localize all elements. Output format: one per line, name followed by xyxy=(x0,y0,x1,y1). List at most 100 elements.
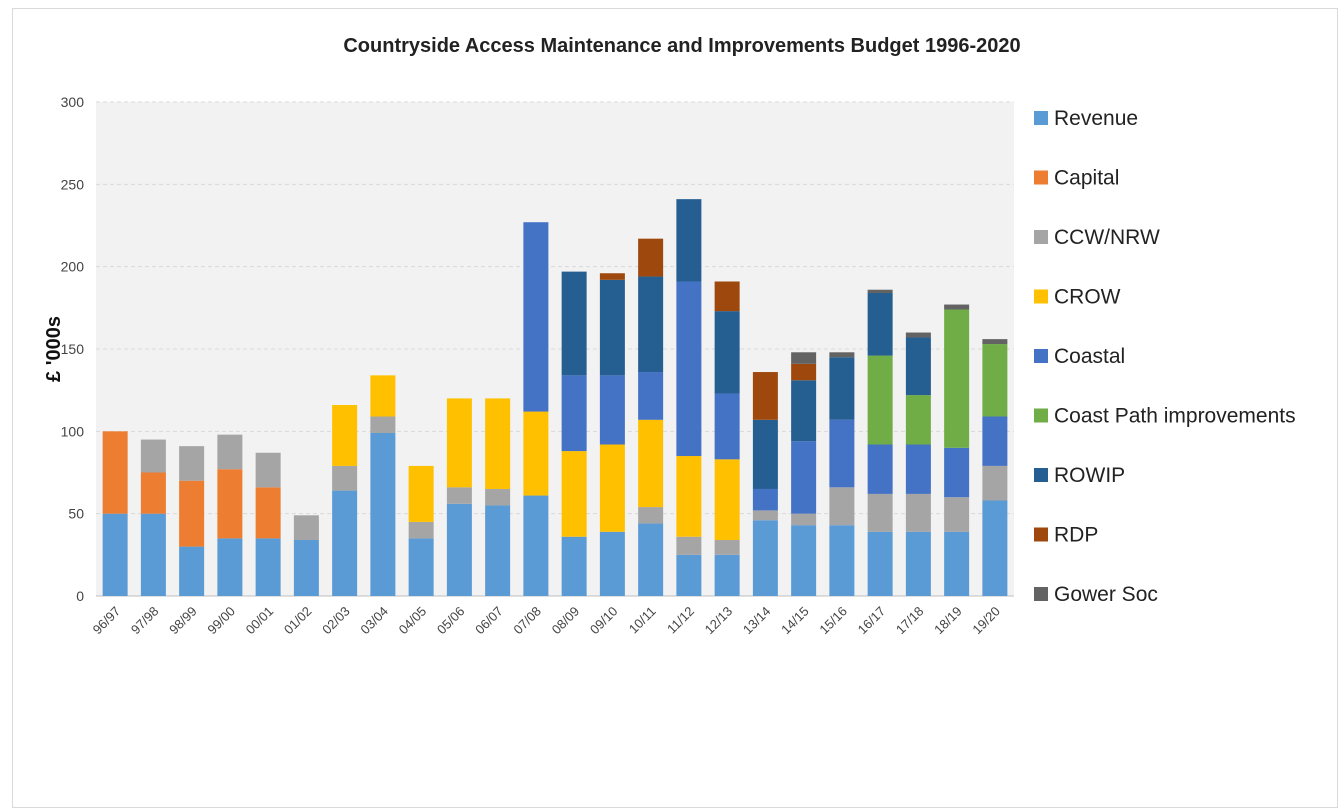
bar-segment-coastal xyxy=(905,444,931,494)
bar-segment-crow xyxy=(408,465,434,522)
x-tick-label: 98/99 xyxy=(166,604,200,638)
bar-segment-revenue xyxy=(905,531,931,596)
gridlines xyxy=(96,101,1014,597)
bar-segment-revenue xyxy=(485,505,511,596)
bar-segment-ccw-nrw xyxy=(752,510,778,521)
x-axis: 96/97 97/98 98/99 99/00 00/01 01/02 02/03 03/04… xyxy=(90,604,1003,638)
bar-segment-revenue xyxy=(293,540,319,596)
bar-segment-crow xyxy=(714,459,740,541)
bar-segment-ccw-nrw xyxy=(255,452,281,488)
bar-segment-revenue xyxy=(944,531,970,596)
y-axis-label: £ '000s xyxy=(43,316,65,382)
bar-segment-ccw-nrw xyxy=(676,536,702,555)
bar-segment-revenue xyxy=(561,536,587,596)
bar-segment-gower-soc xyxy=(944,304,970,310)
bar-segment-revenue xyxy=(332,490,358,596)
bar-segment-rowip xyxy=(791,380,817,442)
bar-segment-rdp xyxy=(714,281,740,312)
y-tick-label: 250 xyxy=(61,176,85,192)
y-tick-label: 100 xyxy=(61,423,85,439)
bar-segment-coastal xyxy=(829,419,855,488)
x-tick-label: 08/09 xyxy=(549,604,583,638)
bar-segment-revenue xyxy=(714,554,740,596)
bar-segment-gower-soc xyxy=(867,289,893,294)
x-tick-label: 07/08 xyxy=(510,604,544,638)
bar-segment-ccw-nrw xyxy=(485,488,511,506)
bar-segment-capital xyxy=(179,480,205,547)
bar-segment-ccw-nrw xyxy=(332,465,358,491)
bar-segment-coast-path-improvements xyxy=(982,344,1008,417)
bar-segment-coastal xyxy=(599,375,625,445)
legend-label-gower-soc: Gower Soc xyxy=(1054,583,1158,606)
chart-title: Countryside Access Maintenance and Impro… xyxy=(343,35,1020,57)
bar-segment-ccw-nrw xyxy=(791,513,817,526)
bar-segment-revenue xyxy=(446,503,472,596)
x-tick-label: 14/15 xyxy=(778,604,812,638)
bar-segment-crow xyxy=(523,411,549,496)
x-tick-label: 19/20 xyxy=(969,604,1003,638)
y-axis: 0 50 100 150 200 250 300 xyxy=(61,94,85,604)
y-tick-label: 200 xyxy=(61,259,85,275)
legend-label-capital: Capital xyxy=(1054,167,1119,190)
bar-segment-capital xyxy=(140,472,166,514)
bar-segment-coastal xyxy=(867,444,893,494)
bar-segment-ccw-nrw xyxy=(446,487,472,504)
x-tick-label: 01/02 xyxy=(281,604,315,638)
bar-segment-revenue xyxy=(370,432,396,596)
bar-segment-revenue xyxy=(791,525,817,596)
bar-segment-crow xyxy=(599,444,625,532)
legend-swatch-revenue xyxy=(1034,111,1048,125)
legend-label-coastal: Coastal xyxy=(1054,345,1125,368)
bar-segment-rowip xyxy=(638,276,664,373)
bar-segment-ccw-nrw xyxy=(944,497,970,532)
bar-segment-rowip xyxy=(752,419,778,489)
bar-segment-coastal xyxy=(561,375,587,452)
bar-segment-gower-soc xyxy=(905,332,931,338)
bar-segment-rdp xyxy=(752,372,778,420)
bar-segment-rowip xyxy=(905,337,931,396)
legend-swatch-rowip xyxy=(1034,468,1048,482)
bar-segment-ccw-nrw xyxy=(905,493,931,532)
bar-segment-rowip xyxy=(676,199,702,282)
x-tick-label: 12/13 xyxy=(702,604,736,638)
y-tick-label: 0 xyxy=(76,588,84,604)
legend-swatch-capital xyxy=(1034,170,1048,185)
x-tick-label: 09/10 xyxy=(587,604,621,638)
legend-label-revenue: Revenue xyxy=(1054,107,1138,130)
legend-label-rowip: ROWIP xyxy=(1054,464,1125,487)
bar-segment-ccw-nrw xyxy=(217,434,243,470)
legend-label-ccw-nrw: CCW/NRW xyxy=(1054,226,1160,249)
bar-segment-capital xyxy=(255,487,281,539)
x-tick-label: 18/19 xyxy=(931,604,965,638)
bar-segment-rowip xyxy=(829,357,855,420)
bar-segment-crow xyxy=(332,404,358,466)
bar-segment-revenue xyxy=(676,554,702,596)
bar-segment-revenue xyxy=(140,513,166,596)
bar-segment-crow xyxy=(446,398,472,488)
bar-segment-gower-soc xyxy=(829,352,855,358)
bar-segment-revenue xyxy=(638,523,664,596)
bar-segment-ccw-nrw xyxy=(982,465,1008,501)
x-tick-label: 04/05 xyxy=(396,604,430,638)
legend: Revenue Capital CCW/NRW CROW Coastal Coast Pa… xyxy=(1034,107,1296,606)
x-tick-label: 15/16 xyxy=(816,604,850,638)
bar-segment-ccw-nrw xyxy=(370,416,396,433)
bar-segment-revenue xyxy=(217,538,243,596)
x-tick-label: 99/00 xyxy=(204,604,238,638)
bar-segment-revenue xyxy=(982,500,1008,596)
bar-segment-ccw-nrw xyxy=(408,521,434,539)
bar-segment-revenue xyxy=(179,546,205,596)
legend-swatch-ccw-nrw xyxy=(1034,230,1048,244)
x-tick-label: 02/03 xyxy=(319,604,353,638)
bar-segment-rowip xyxy=(714,311,740,394)
legend-swatch-coastal xyxy=(1034,349,1048,363)
x-tick-label: 13/14 xyxy=(740,604,774,638)
bar-segment-rdp xyxy=(791,363,817,381)
bar-segment-capital xyxy=(217,469,243,539)
bar-segment-ccw-nrw xyxy=(293,515,319,541)
bar-segment-coastal xyxy=(714,393,740,460)
bar-segment-coastal xyxy=(638,372,664,420)
bars xyxy=(102,199,1008,596)
bar-segment-coastal xyxy=(944,447,970,498)
bar-segment-rowip xyxy=(561,271,587,376)
